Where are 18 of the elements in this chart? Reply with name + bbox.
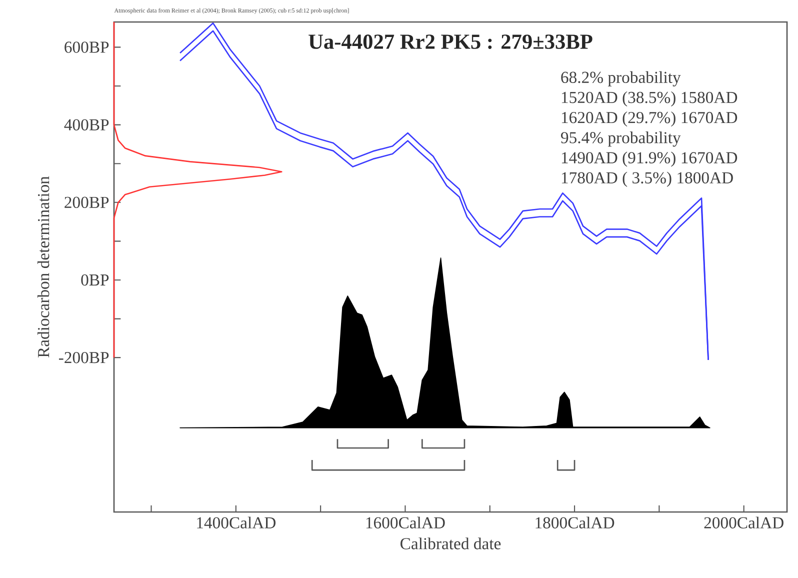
y-tick-label: 0BP: [81, 274, 109, 286]
y-axis-title: Radiocarbon determination: [37, 176, 50, 358]
annotation: 1490AD (91.9%) 1670AD: [562, 152, 738, 167]
y-tick-label: 400BP: [64, 119, 109, 130]
annotation: 95.4% probability: [561, 132, 681, 147]
annotation: 68.2% probability: [561, 71, 681, 86]
annotation: 1780AD ( 3.5%) 1800AD: [562, 172, 733, 187]
annotation: 1620AD (29.7%) 1670AD: [562, 111, 738, 127]
chart-title: Ua-44027 Rr2 PK5 : 279±33BP: [308, 34, 592, 49]
x-tick-label: 1600CalAD: [366, 516, 445, 528]
y-tick-label: 200BP: [64, 196, 109, 208]
x-tick-label: 1400CalAD: [197, 516, 276, 528]
x-tick-label: 1800CalAD: [536, 516, 614, 528]
y-tick-label: 600BP: [64, 42, 109, 53]
annotation: 1520AD (38.5%) 1580AD: [562, 91, 738, 106]
x-tick-label: 2000CalAD: [704, 516, 784, 528]
x-axis-title: Calibrated date: [400, 538, 501, 550]
y-tick-label: -200BP: [58, 352, 109, 364]
